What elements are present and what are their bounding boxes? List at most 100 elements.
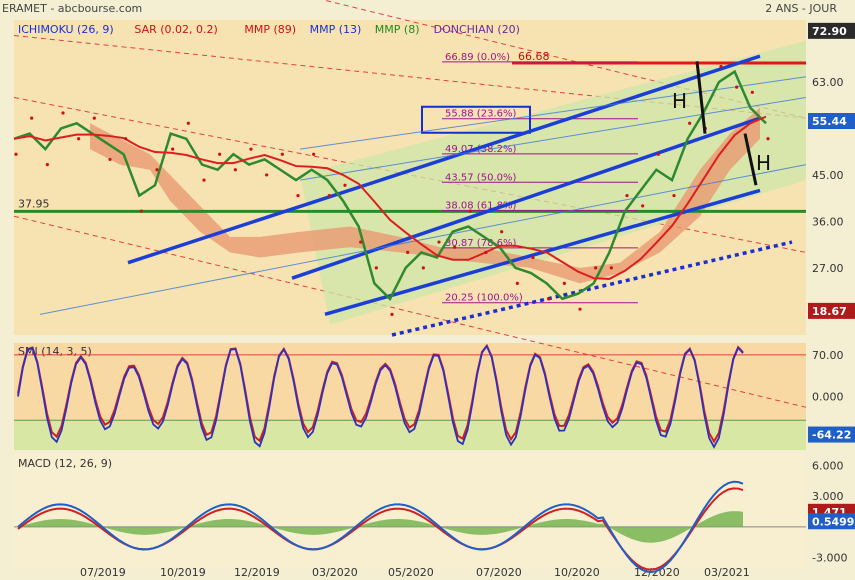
resistance-label: 66.68 bbox=[518, 50, 550, 63]
sar-dot bbox=[186, 121, 190, 125]
sar-dot bbox=[562, 281, 566, 285]
x-tick-label: 10/2020 bbox=[554, 566, 600, 579]
price-tag-high: 72.90 bbox=[812, 25, 847, 38]
x-tick-label: 10/2019 bbox=[160, 566, 206, 579]
sar-dot bbox=[30, 116, 34, 120]
sar-dot bbox=[92, 116, 96, 120]
x-tick-label: 03/2021 bbox=[704, 566, 750, 579]
legend-entry: SAR (0.02, 0.2) bbox=[134, 23, 217, 36]
fibonacci-label: 43.57 (50.0%) bbox=[445, 172, 516, 183]
sar-dot bbox=[108, 157, 112, 162]
sar-dot bbox=[750, 90, 754, 94]
downtrend-line bbox=[13, 215, 807, 408]
sar-dot bbox=[171, 147, 175, 151]
fibonacci-label: 49.07 (38.2%) bbox=[445, 144, 516, 155]
sar-dot bbox=[77, 137, 81, 141]
macd-histogram bbox=[18, 511, 743, 543]
channel-line bbox=[127, 54, 761, 265]
macd-line bbox=[17, 480, 744, 574]
sar-dot bbox=[296, 193, 300, 198]
legend-entry: MMP (8) bbox=[375, 23, 420, 36]
sar-dot bbox=[202, 178, 206, 182]
x-tick-label: 07/2019 bbox=[80, 566, 126, 579]
sar-dot bbox=[515, 281, 519, 285]
sar-dot bbox=[672, 193, 676, 198]
sar-dot bbox=[233, 168, 237, 172]
channel-line bbox=[291, 116, 761, 280]
macd-tick: 3.000 bbox=[812, 490, 844, 503]
macd-title: MACD (12, 26, 9) bbox=[18, 457, 112, 470]
ichimoku-cloud bbox=[90, 107, 760, 284]
fibonacci-highlight-box bbox=[421, 105, 531, 134]
h-annotation: H bbox=[672, 89, 687, 113]
sar-dot bbox=[359, 240, 363, 244]
sar-dot bbox=[531, 255, 535, 260]
y-tick-label: 63.00 bbox=[812, 76, 844, 89]
fibonacci-label: 38.08 (61.8%) bbox=[445, 201, 516, 212]
legend-entry: MMP (13) bbox=[310, 23, 362, 36]
x-tick-label: 07/2020 bbox=[476, 566, 522, 579]
legend-entry: ICHIMOKU (26, 9) bbox=[18, 23, 114, 36]
sar-dot bbox=[218, 152, 222, 156]
h-marker bbox=[695, 61, 707, 134]
price-tag-current-bg bbox=[808, 113, 855, 130]
smi-lower-zone bbox=[14, 421, 806, 450]
downtrend-line bbox=[13, 34, 807, 119]
sar-dot bbox=[14, 152, 18, 156]
sar-dot bbox=[688, 121, 692, 125]
sar-dot bbox=[312, 152, 316, 156]
sar-dot bbox=[61, 111, 65, 115]
mmp89-line bbox=[13, 115, 767, 280]
channel-inner-line bbox=[39, 164, 807, 315]
sar-dot bbox=[139, 209, 143, 213]
x-tick-label: 05/2020 bbox=[388, 566, 434, 579]
sar-dot bbox=[641, 204, 645, 208]
sar-dot bbox=[625, 193, 629, 198]
sar-dot bbox=[390, 312, 394, 316]
smi-tick: 0.000 bbox=[812, 391, 844, 404]
h-marker bbox=[743, 133, 758, 186]
macd-tag-bg bbox=[808, 513, 855, 530]
smi-tick: 70.00 bbox=[812, 349, 844, 362]
sar-dot bbox=[500, 230, 504, 234]
sar-dot bbox=[468, 209, 472, 213]
sar-dot bbox=[437, 240, 441, 244]
sar-dot bbox=[484, 250, 488, 254]
sar-dot bbox=[343, 183, 347, 187]
fibonacci-label: 55.88 (23.6%) bbox=[445, 109, 516, 120]
y-tick-label: 45.00 bbox=[812, 169, 844, 182]
sar-dot bbox=[155, 168, 159, 172]
sar-dot bbox=[249, 147, 253, 151]
fibonacci-label: 20.25 (100.0%) bbox=[445, 293, 523, 304]
legend-entry: MMP (89) bbox=[244, 23, 296, 36]
y-tick-label: 27.00 bbox=[812, 262, 844, 275]
sar-dot bbox=[766, 137, 770, 141]
macd-value-tag: 0.5499 bbox=[812, 515, 854, 528]
sar-dot bbox=[265, 173, 269, 177]
chart-title: ERAMET - abcbourse.com bbox=[2, 2, 143, 15]
fibonacci-label: 66.89 (0.0%) bbox=[445, 52, 510, 63]
sar-dot bbox=[280, 152, 284, 156]
smi-value-bg bbox=[808, 426, 855, 443]
sar-dot bbox=[547, 297, 551, 301]
sar-dot bbox=[594, 266, 598, 270]
channel-inner-line bbox=[299, 96, 807, 181]
smi-line bbox=[17, 344, 744, 449]
sar-dot bbox=[327, 193, 331, 198]
x-tick-label: 12/2019 bbox=[234, 566, 280, 579]
sar-dot bbox=[656, 152, 660, 156]
sar-dot bbox=[719, 64, 723, 69]
x-tick-label: 03/2020 bbox=[312, 566, 358, 579]
sar-dot bbox=[421, 266, 425, 270]
smi-current-value: -64.22 bbox=[812, 429, 851, 442]
sar-dot bbox=[374, 266, 378, 270]
price-tag-low-bg bbox=[808, 302, 855, 319]
price-tag-low: 18.67 bbox=[812, 305, 847, 318]
sar-dot bbox=[406, 250, 410, 254]
h-annotation: H bbox=[756, 151, 771, 175]
sar-dot bbox=[578, 307, 582, 311]
support-label: 37.95 bbox=[18, 197, 50, 210]
price-tag-high-bg bbox=[808, 22, 855, 39]
sar-dot bbox=[609, 266, 613, 270]
